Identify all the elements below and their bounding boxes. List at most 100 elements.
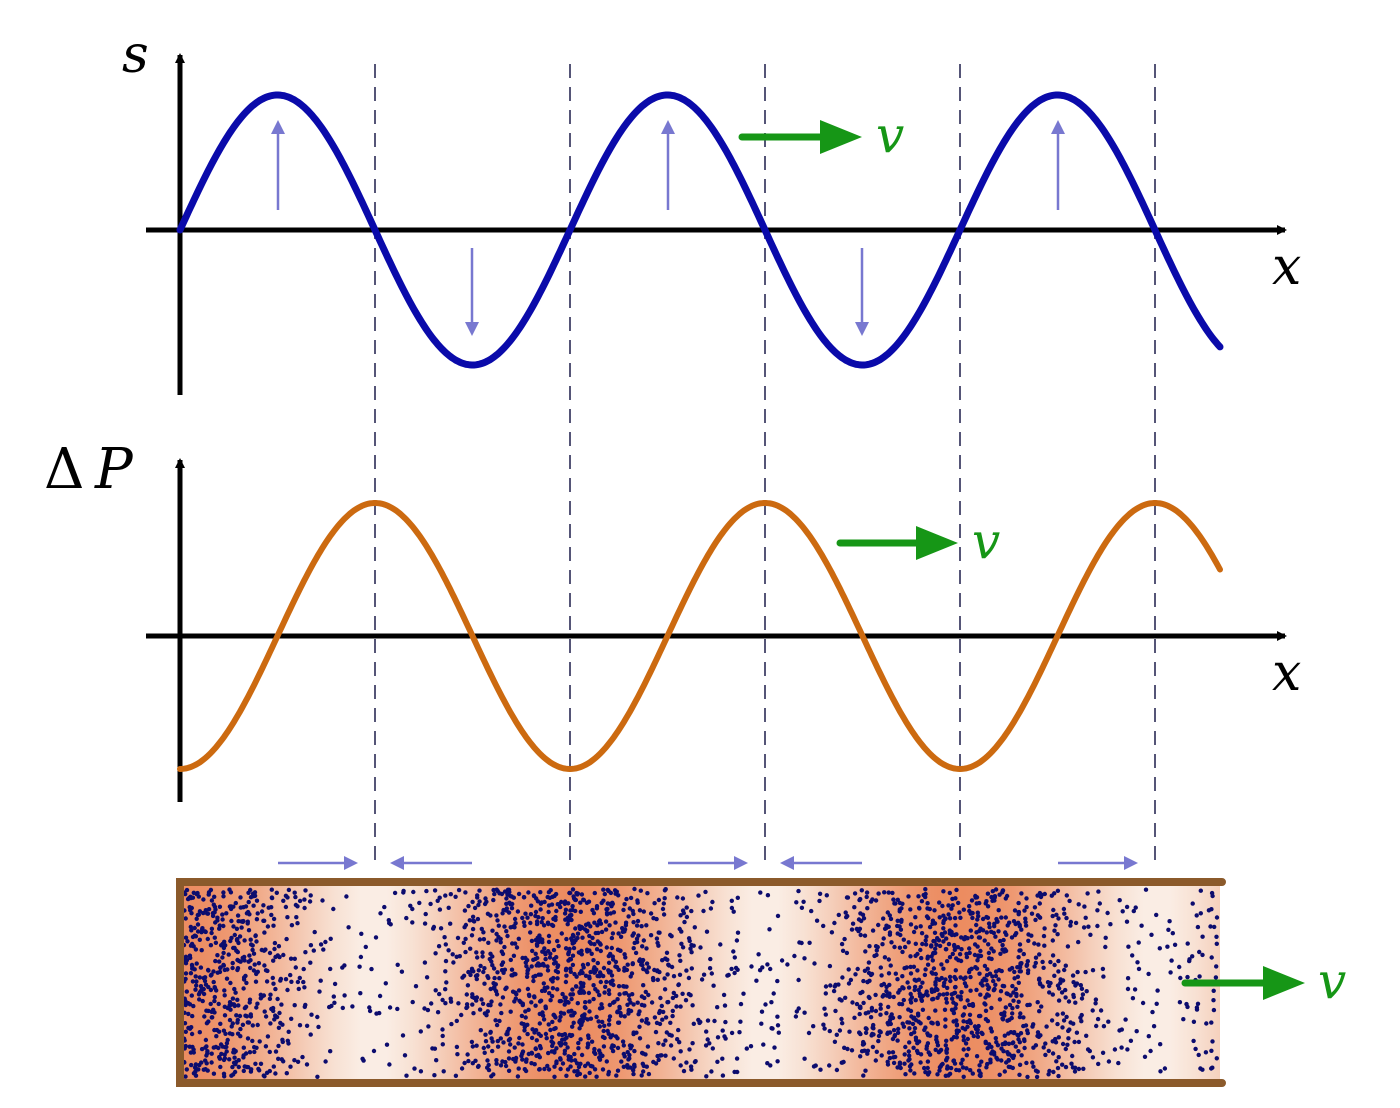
air-particle (570, 953, 576, 958)
air-particle (494, 938, 499, 943)
air-particle (494, 1061, 499, 1066)
air-particle (251, 903, 256, 908)
air-particle (569, 996, 574, 1002)
air-particle (951, 1019, 956, 1024)
air-particle (562, 1002, 567, 1007)
air-particle (1019, 1053, 1024, 1058)
air-particle (979, 1059, 984, 1064)
air-particle (279, 1057, 284, 1062)
air-particle (579, 983, 585, 988)
air-particle (1003, 915, 1008, 920)
air-particle (609, 945, 614, 951)
air-particle (669, 1033, 674, 1038)
air-particle (900, 974, 905, 979)
air-particle (1108, 922, 1113, 927)
air-particle (1050, 992, 1056, 997)
air-particle (943, 1024, 948, 1029)
air-particle (908, 991, 913, 997)
air-particle (993, 887, 999, 892)
air-particle (470, 1002, 475, 1007)
air-particle (1069, 1061, 1074, 1066)
air-particle (578, 1037, 583, 1042)
air-particle (521, 895, 527, 900)
air-particle (1139, 923, 1144, 928)
air-particle (456, 887, 462, 893)
air-particle (604, 910, 610, 916)
air-particle (222, 1052, 227, 1057)
air-particle (576, 950, 582, 955)
air-particle (295, 904, 300, 909)
air-particle (822, 1026, 827, 1031)
air-particle (232, 932, 237, 938)
air-particle (1063, 1046, 1069, 1052)
air-particle (246, 959, 251, 964)
air-particle (691, 1021, 696, 1026)
air-particle (807, 940, 812, 945)
air-particle (444, 980, 449, 985)
air-particle (977, 1063, 982, 1068)
air-particle (571, 1020, 576, 1025)
air-particle (569, 912, 574, 918)
air-particle (890, 1015, 896, 1021)
air-particle (488, 1030, 493, 1035)
air-particle (897, 945, 903, 950)
air-particle (505, 1029, 510, 1034)
air-particle (814, 918, 820, 923)
air-particle (999, 915, 1004, 920)
air-particle (448, 921, 453, 926)
air-particle (1067, 1027, 1072, 1032)
air-particle (885, 1059, 890, 1065)
air-particle (607, 1002, 612, 1008)
air-particle (974, 901, 979, 906)
air-particle (1213, 975, 1219, 980)
air-particle (203, 1037, 209, 1043)
air-particle (238, 895, 243, 900)
air-particle (919, 998, 925, 1003)
air-particle (480, 950, 485, 955)
air-particle (932, 930, 938, 935)
air-particle (482, 966, 487, 971)
air-particle (654, 1020, 660, 1026)
air-particle (889, 940, 894, 945)
air-particle (895, 897, 900, 902)
air-particle (220, 955, 225, 960)
air-particle (941, 889, 946, 894)
air-particle (570, 904, 575, 909)
air-particle (959, 990, 964, 995)
air-particle (440, 1033, 445, 1039)
air-particle (897, 1061, 903, 1067)
air-particle (1132, 987, 1138, 992)
air-particle (720, 1056, 725, 1061)
air-particle (475, 916, 481, 922)
air-particle (573, 897, 579, 903)
air-particle (908, 964, 913, 970)
air-particle (697, 1020, 702, 1026)
air-particle (693, 1059, 698, 1064)
air-particle (871, 1032, 876, 1037)
air-particle (558, 904, 563, 910)
right-arrow (1058, 856, 1138, 870)
air-particle (662, 987, 668, 992)
air-particle (626, 1011, 631, 1016)
air-particle (660, 958, 665, 963)
air-particle (1065, 944, 1071, 949)
air-particle (578, 900, 583, 905)
air-particle (947, 974, 953, 980)
air-particle (942, 930, 948, 935)
air-particle (832, 1039, 838, 1045)
air-particle (485, 1058, 490, 1063)
air-particle (509, 967, 515, 972)
air-particle (1073, 983, 1078, 988)
air-particle (909, 995, 915, 1000)
air-particle (489, 959, 494, 964)
air-particle (475, 973, 480, 978)
air-particle (197, 1062, 202, 1068)
air-particle (453, 1073, 459, 1079)
air-particle (377, 993, 383, 999)
air-particle (277, 1010, 282, 1016)
air-particle (763, 1002, 768, 1007)
air-particle (293, 965, 298, 970)
air-particle (404, 915, 409, 921)
air-particle (532, 995, 537, 1000)
air-particle (985, 891, 991, 896)
